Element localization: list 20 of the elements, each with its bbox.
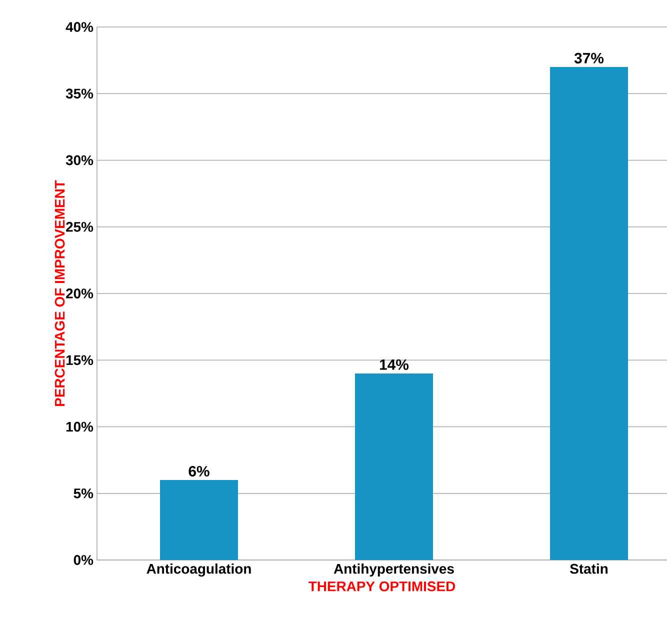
data-label: 14% — [380, 359, 409, 370]
x-axis-title: THERAPY OPTIMISED — [308, 581, 456, 592]
y-tick-label: 40% — [66, 22, 94, 32]
y-tick-label: 5% — [74, 488, 94, 498]
y-axis-title: PERCENTAGE OF IMPROVEMENT — [54, 180, 65, 406]
x-tick-label: Anticoagulation — [146, 564, 251, 577]
bar — [550, 66, 628, 560]
y-tick-label: 0% — [74, 555, 94, 565]
y-tick-label: 25% — [66, 222, 94, 232]
y-tick-label: 20% — [66, 288, 94, 298]
data-label: 37% — [574, 52, 604, 64]
bar — [160, 480, 238, 560]
y-tick-label: 30% — [66, 155, 94, 166]
data-label: 6% — [188, 466, 210, 477]
bar — [354, 373, 433, 560]
x-tick-label: Statin — [570, 564, 608, 574]
y-tick-label: 35% — [66, 88, 94, 99]
y-tick-label: 15% — [66, 355, 94, 366]
x-tick-label: Antihypertensives — [334, 564, 454, 577]
y-tick-label: 10% — [66, 422, 94, 432]
